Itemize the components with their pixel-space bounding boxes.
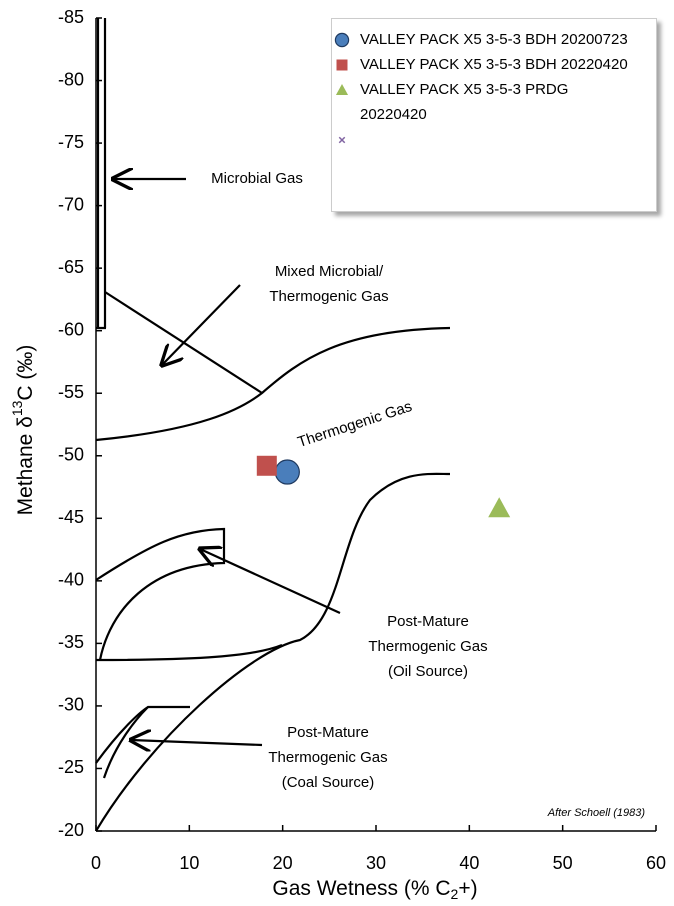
legend-label: VALLEY PACK X5 3-5-3 PRDG 20220420	[360, 81, 569, 123]
y-tick-label: -55	[58, 382, 84, 402]
y-tick-label: -65	[58, 257, 84, 277]
y-tick-label: -70	[58, 194, 84, 214]
legend-item: VALLEY PACK X5 3-5-3 PRDG 20220420	[335, 77, 630, 127]
annotation: Post-Mature	[387, 613, 469, 630]
legend-marker	[335, 83, 349, 95]
point	[488, 497, 511, 518]
annotation: Thermogenic Gas	[296, 398, 415, 451]
x-tick-label: 0	[91, 853, 101, 873]
y-tick-label: -45	[58, 507, 84, 527]
point	[274, 459, 300, 485]
legend-marker	[334, 32, 350, 48]
annotation: (Coal Source)	[282, 774, 375, 791]
point	[256, 455, 277, 476]
y-axis-title: Methane δ13C (‰)	[9, 345, 37, 516]
y-tick-label: -35	[58, 632, 84, 652]
point	[336, 59, 348, 71]
y-tick-label: -85	[58, 7, 84, 27]
annotation: Thermogenic Gas	[268, 749, 387, 766]
annotation: Thermogenic Gas	[368, 638, 487, 655]
x-tick-label: 20	[273, 853, 293, 873]
x-axis-title: Gas Wetness (% C2+)	[272, 877, 477, 902]
x-tick-label: 50	[553, 853, 573, 873]
x-tick-label: 40	[459, 853, 479, 873]
y-tick-label: -25	[58, 757, 84, 777]
annotation: Mixed Microbial/	[275, 263, 384, 280]
legend-label: VALLEY PACK X5 3-5-3 BDH 20200723	[360, 31, 628, 48]
x-tick-label: 60	[646, 853, 666, 873]
source-note: After Schoell (1983)	[547, 807, 646, 819]
y-tick-label: -40	[58, 570, 84, 590]
legend: VALLEY PACK X5 3-5-3 BDH 20200723 VALLEY …	[331, 18, 657, 212]
y-tick-label: -30	[58, 695, 84, 715]
legend-item: VALLEY PACK X5 3-5-3 BDH 20200723	[334, 27, 630, 52]
annotation: Thermogenic Gas	[269, 288, 388, 305]
point	[335, 83, 349, 95]
point	[338, 136, 346, 144]
y-tick-label: -60	[58, 319, 84, 339]
y-tick-label: -50	[58, 445, 84, 465]
legend-marker	[336, 59, 348, 71]
annotation: Microbial Gas	[211, 170, 303, 187]
annotation: (Oil Source)	[388, 663, 468, 680]
annotation: Post-Mature	[287, 724, 369, 741]
y-tick-label: -80	[58, 69, 84, 89]
legend-marker	[338, 136, 346, 144]
x-tick-label: 10	[179, 853, 199, 873]
y-tick-label: -20	[58, 820, 84, 840]
x-tick-label: 30	[366, 853, 386, 873]
point	[334, 32, 350, 48]
legend-item: VALLEY PACK X5 3-5-3 BDH 20220420	[336, 52, 630, 77]
y-tick-label: -75	[58, 132, 84, 152]
legend-label: VALLEY PACK X5 3-5-3 BDH 20220420	[360, 56, 628, 73]
legend-item	[338, 127, 630, 152]
schoell-boundaries	[95, 18, 451, 832]
